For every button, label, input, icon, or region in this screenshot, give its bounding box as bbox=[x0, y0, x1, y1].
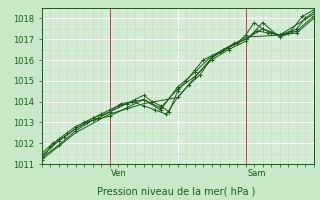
Text: Pression niveau de la mer( hPa ): Pression niveau de la mer( hPa ) bbox=[97, 186, 255, 196]
Text: Sam: Sam bbox=[247, 169, 266, 178]
Text: Ven: Ven bbox=[111, 169, 127, 178]
